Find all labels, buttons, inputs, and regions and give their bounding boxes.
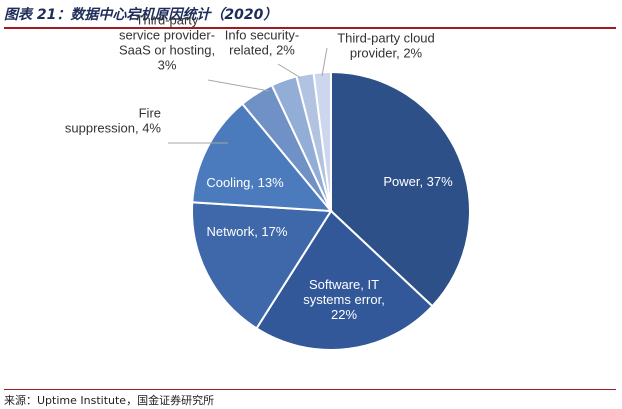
slice-label-8: Third-party cloud provider, 2%	[337, 31, 435, 61]
slice-label-1: Power, 37%	[383, 174, 453, 189]
source-divider	[4, 389, 616, 390]
slice-label-3: Network, 17%	[207, 224, 288, 239]
leader-line-6	[207, 79, 270, 92]
slice-label-5: Fire suppression, 4%	[65, 106, 162, 136]
pie-slice-1	[330, 70, 471, 308]
slice-label-7: Info security-related, 2%	[225, 28, 299, 58]
pie-slice-3	[191, 201, 333, 330]
pie-slice-4	[191, 102, 334, 213]
leader-line-7	[277, 63, 302, 79]
leader-line-8	[321, 47, 328, 77]
chart-title: 图表 21：数据中心宕机原因统计（2020）	[4, 7, 278, 23]
slice-label-4: Cooling, 13%	[206, 175, 284, 190]
slice-label-6: Third-party service provider-SaaS or host…	[119, 13, 215, 73]
slice-label-2: Software, IT systems error, 22%	[303, 277, 385, 322]
source-note: 来源：Uptime Institute，国金证券研究所	[4, 394, 215, 407]
title-divider	[4, 27, 616, 29]
pie-slice-2	[255, 209, 434, 351]
